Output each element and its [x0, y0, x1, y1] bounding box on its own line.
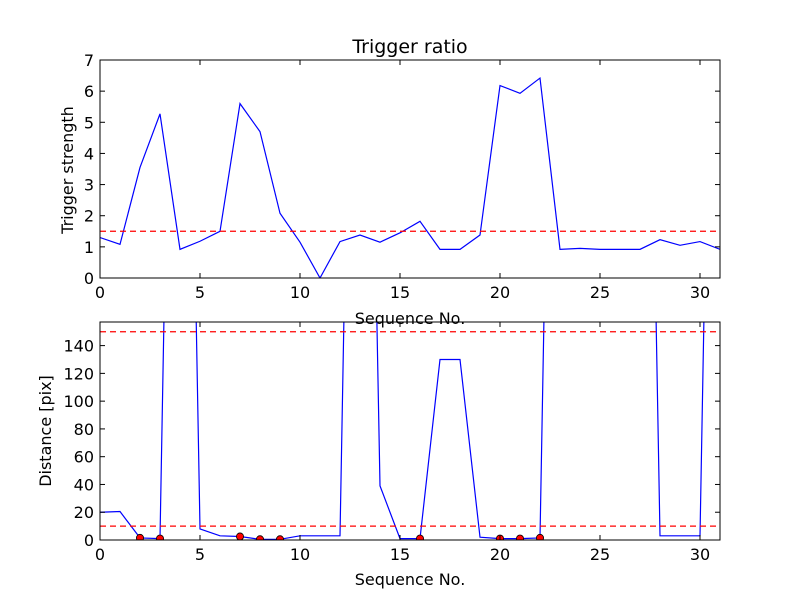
x-tick-label: 20	[490, 545, 510, 564]
y-tick-label: 140	[63, 337, 94, 356]
y-tick-label: 0	[84, 269, 94, 288]
trigger-ratio-panel: Trigger ratio Sequence No. Trigger stren…	[58, 36, 721, 328]
y-tick-label: 7	[84, 51, 94, 70]
y-tick-label: 0	[84, 531, 94, 550]
x-tick-label: 25	[590, 283, 610, 302]
data-point-marker	[156, 534, 164, 540]
y-tick-label: 4	[84, 144, 94, 163]
y-tick-label: 1	[84, 238, 94, 257]
y-tick-label: 60	[74, 448, 94, 467]
x-tick-label: 0	[95, 545, 105, 564]
distance-panel: Sequence No. Distance [pix] 0 5 10 15 20 25 30…	[36, 321, 721, 589]
y-tick-label: 2	[84, 207, 94, 226]
plot-frame	[99, 321, 721, 541]
x-axis-label: Sequence No.	[355, 309, 466, 328]
chart-title: Trigger ratio	[351, 36, 467, 58]
x-tick-label: 30	[690, 283, 710, 302]
data-point-marker	[416, 534, 424, 540]
x-tick-label: 0	[95, 283, 105, 302]
data-point-marker	[276, 535, 284, 540]
x-axis-label: Sequence No.	[355, 570, 466, 589]
plot-frame	[99, 59, 721, 279]
y-tick-label: 120	[63, 364, 94, 383]
y-axis-label: Distance [pix]	[36, 375, 55, 487]
x-tick-label: 20	[490, 283, 510, 302]
data-point-marker	[256, 535, 264, 540]
x-tick-label: 5	[195, 545, 205, 564]
x-tick-label: 15	[390, 283, 410, 302]
data-point-marker	[136, 533, 144, 540]
x-tick-label: 10	[290, 283, 310, 302]
y-tick-label: 20	[74, 503, 94, 522]
y-axis-label: Trigger strength	[58, 106, 77, 235]
y-tick-label: 80	[74, 420, 94, 439]
y-tick-label: 40	[74, 475, 94, 494]
series-line	[100, 76, 720, 278]
x-tick-label: 30	[690, 545, 710, 564]
x-tick-label: 10	[290, 545, 310, 564]
y-tick-label: 6	[84, 82, 94, 101]
x-tick-label: 15	[390, 545, 410, 564]
data-point-marker	[516, 534, 524, 540]
y-tick-label: 3	[84, 176, 94, 195]
y-tick-label: 5	[84, 113, 94, 132]
data-point-marker	[536, 533, 544, 540]
data-point-marker	[236, 532, 244, 540]
series-line	[100, 322, 705, 540]
x-tick-label: 5	[195, 283, 205, 302]
x-tick-label: 25	[590, 545, 610, 564]
y-tick-label: 100	[63, 392, 94, 411]
